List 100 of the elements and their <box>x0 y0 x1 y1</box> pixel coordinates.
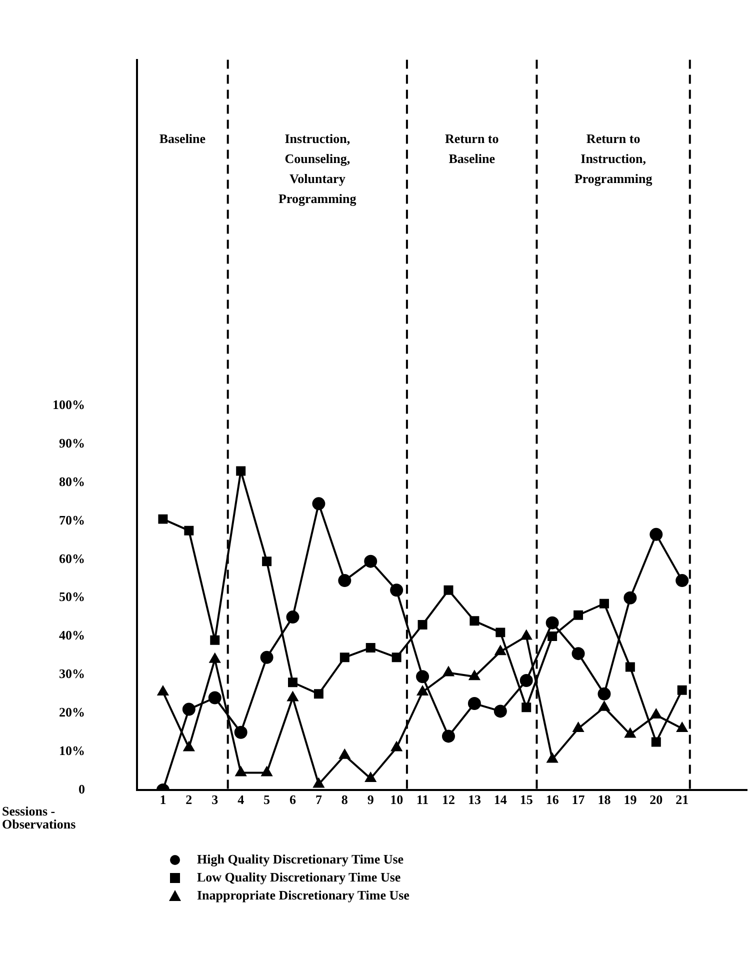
x-axis-title: Sessions - Observations <box>2 803 76 832</box>
annotation: Return to Instruction, Programming <box>574 131 653 186</box>
point <box>313 778 324 788</box>
x-tick-label: 16 <box>546 792 560 808</box>
y-tick-label: 60% <box>59 550 85 566</box>
y-tick-label: 90% <box>59 435 85 450</box>
point <box>390 584 404 597</box>
x-tick-label: 21 <box>676 792 689 808</box>
point <box>676 722 688 732</box>
point <box>236 466 246 476</box>
point <box>548 632 558 642</box>
point <box>522 702 532 712</box>
y-tick-label: 80% <box>59 474 85 489</box>
point <box>599 598 609 608</box>
x-tick-label: 4 <box>238 792 245 808</box>
point <box>287 691 298 702</box>
point <box>288 678 298 688</box>
point <box>392 652 402 662</box>
x-tick-label: 17 <box>572 792 586 808</box>
point <box>442 666 454 676</box>
point <box>677 685 687 695</box>
x-tick-label: 12 <box>442 792 455 808</box>
point <box>468 697 481 710</box>
point <box>546 752 558 763</box>
x-tick-label: 20 <box>650 792 663 808</box>
x-tick-label: 1 <box>160 792 166 808</box>
point <box>442 730 455 743</box>
legend-label: High Quality Discretionary Time Use <box>197 851 404 866</box>
point <box>624 591 637 604</box>
y-tick-label: 70% <box>59 512 85 528</box>
point <box>338 574 352 588</box>
point <box>650 528 663 541</box>
x-tick-label: 2 <box>186 792 192 808</box>
point <box>470 616 480 626</box>
y-tick-label: 0 <box>78 781 85 796</box>
point <box>158 514 168 524</box>
point <box>416 670 430 684</box>
y-tick-label: 30% <box>59 666 85 682</box>
point <box>364 772 376 782</box>
y-tick-label: 10% <box>59 742 85 758</box>
x-tick-label: 8 <box>341 792 348 808</box>
point <box>468 670 480 680</box>
y-tick-label: 20% <box>59 704 85 720</box>
point <box>390 741 402 752</box>
point <box>416 686 428 696</box>
point <box>598 687 611 700</box>
point <box>182 702 196 716</box>
x-tick-label: 3 <box>212 792 219 808</box>
x-tick-label: 18 <box>598 792 612 808</box>
point <box>624 728 636 738</box>
point <box>208 691 222 704</box>
point <box>444 585 454 595</box>
point <box>235 766 247 776</box>
x-tick-label: 9 <box>367 792 374 808</box>
point <box>520 630 532 640</box>
point <box>494 704 507 718</box>
point <box>157 686 169 696</box>
point <box>494 645 506 656</box>
point <box>340 652 350 662</box>
annotation: Baseline <box>159 131 206 146</box>
point <box>209 652 221 663</box>
point <box>366 643 376 653</box>
point <box>572 722 584 732</box>
x-tick-label: 5 <box>264 792 271 808</box>
annotation: Return to Baseline <box>444 131 499 166</box>
legend-label: Low Quality Discretionary Time Use <box>197 869 401 884</box>
point <box>183 741 195 752</box>
point <box>184 526 194 536</box>
x-tick-label: 7 <box>315 792 322 808</box>
x-tick-label: 6 <box>289 792 296 808</box>
x-tick-label: 11 <box>416 792 429 808</box>
annotation: Instruction, Counseling, Voluntary Programming <box>278 131 357 206</box>
point <box>520 674 533 687</box>
point <box>210 635 220 645</box>
point <box>312 497 326 510</box>
point <box>574 610 584 620</box>
point <box>625 662 635 672</box>
point <box>572 647 585 660</box>
point <box>314 689 324 699</box>
point <box>676 574 689 588</box>
point <box>650 708 662 719</box>
x-tick-label: 15 <box>520 792 534 808</box>
point <box>496 628 506 638</box>
point <box>286 610 300 624</box>
point <box>261 766 272 776</box>
x-tick-label: 14 <box>494 792 508 808</box>
point <box>262 556 272 566</box>
legend-label: Inappropriate Discretionary Time Use <box>197 887 410 902</box>
point <box>598 700 610 711</box>
y-tick-label: 40% <box>59 628 85 643</box>
x-tick-label: 10 <box>390 792 404 808</box>
y-tick-label: 50% <box>59 589 85 604</box>
point <box>234 726 248 739</box>
x-tick-label: 19 <box>624 792 638 808</box>
point <box>651 737 661 747</box>
y-tick-label: 100% <box>52 397 85 412</box>
point <box>260 650 274 664</box>
point <box>364 554 378 568</box>
point <box>338 748 350 759</box>
point <box>418 620 428 630</box>
